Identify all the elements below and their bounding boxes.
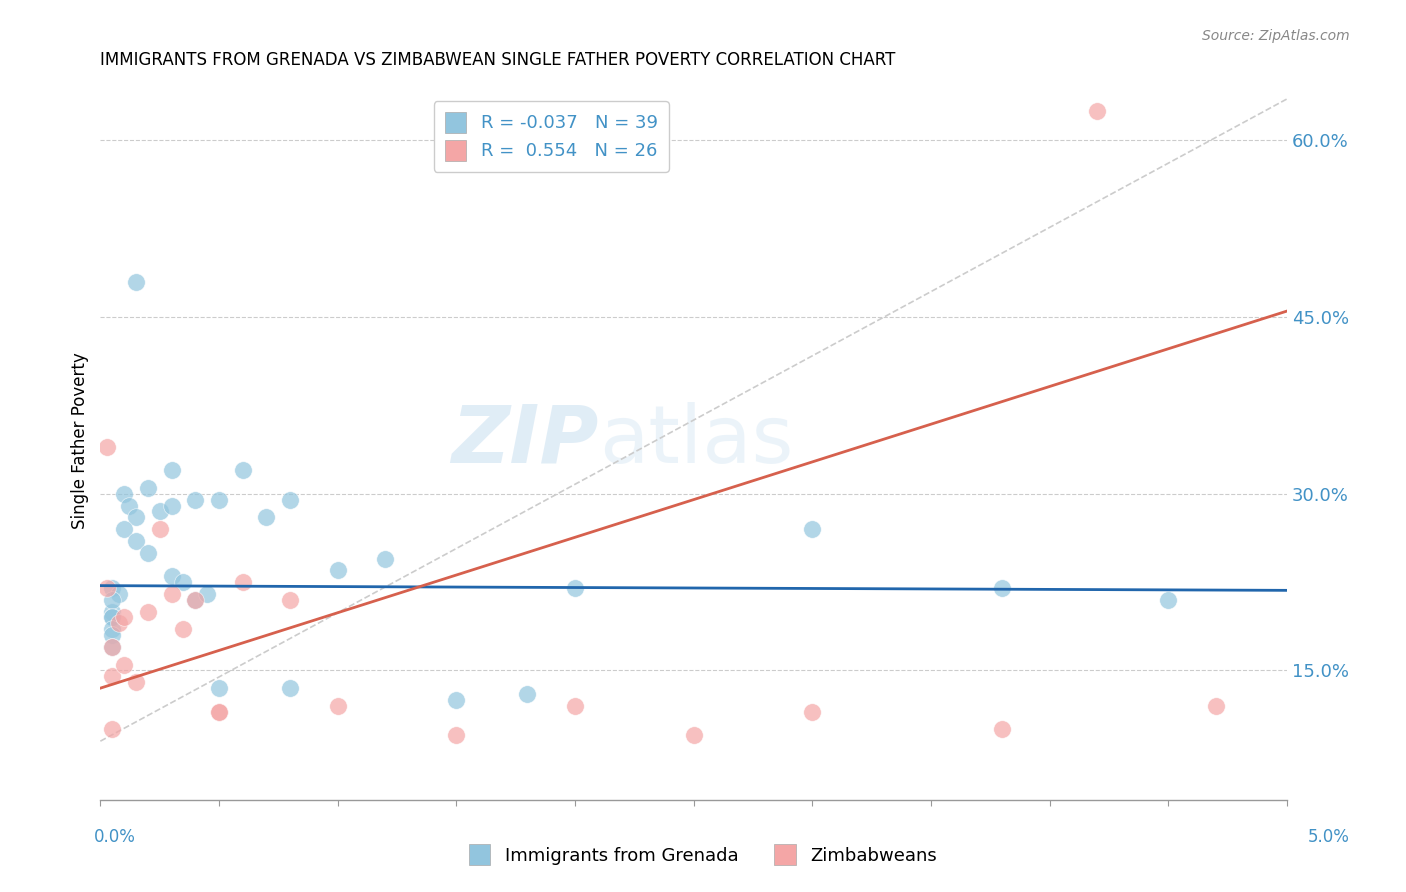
Point xyxy=(160,499,183,513)
Text: ZIP: ZIP xyxy=(451,401,599,480)
Point xyxy=(172,575,194,590)
Point xyxy=(101,628,124,642)
Text: 0.0%: 0.0% xyxy=(94,828,136,846)
Point xyxy=(1205,698,1227,713)
Point xyxy=(682,728,704,742)
Point xyxy=(101,640,124,654)
Point xyxy=(446,693,468,707)
Point xyxy=(112,610,135,624)
Point xyxy=(160,569,183,583)
Point xyxy=(172,622,194,636)
Point xyxy=(136,605,159,619)
Point xyxy=(208,705,231,719)
Point xyxy=(232,575,254,590)
Y-axis label: Single Father Poverty: Single Father Poverty xyxy=(72,352,89,529)
Point xyxy=(125,275,148,289)
Legend: Immigrants from Grenada, Zimbabweans: Immigrants from Grenada, Zimbabweans xyxy=(461,837,945,872)
Point xyxy=(184,592,207,607)
Point xyxy=(564,698,586,713)
Point xyxy=(160,587,183,601)
Text: IMMIGRANTS FROM GRENADA VS ZIMBABWEAN SINGLE FATHER POVERTY CORRELATION CHART: IMMIGRANTS FROM GRENADA VS ZIMBABWEAN SI… xyxy=(100,51,896,69)
Point xyxy=(374,551,396,566)
Point xyxy=(991,581,1014,595)
Point xyxy=(118,499,141,513)
Point xyxy=(208,492,231,507)
Point xyxy=(160,463,183,477)
Point xyxy=(232,463,254,477)
Point xyxy=(112,657,135,672)
Text: Source: ZipAtlas.com: Source: ZipAtlas.com xyxy=(1202,29,1350,43)
Point xyxy=(564,581,586,595)
Point xyxy=(278,592,301,607)
Point xyxy=(112,487,135,501)
Point xyxy=(149,522,172,536)
Text: 5.0%: 5.0% xyxy=(1308,828,1350,846)
Point xyxy=(516,687,538,701)
Point xyxy=(101,592,124,607)
Point xyxy=(101,610,124,624)
Point xyxy=(101,622,124,636)
Point xyxy=(112,522,135,536)
Point xyxy=(108,587,131,601)
Point xyxy=(1157,592,1180,607)
Point xyxy=(801,705,824,719)
Point xyxy=(278,492,301,507)
Point xyxy=(101,640,124,654)
Point xyxy=(446,728,468,742)
Point xyxy=(278,681,301,695)
Point xyxy=(149,504,172,518)
Point xyxy=(1085,103,1108,118)
Text: atlas: atlas xyxy=(599,401,793,480)
Point xyxy=(991,723,1014,737)
Point xyxy=(125,675,148,690)
Point xyxy=(101,610,124,624)
Point xyxy=(326,698,349,713)
Point xyxy=(184,592,207,607)
Point xyxy=(208,681,231,695)
Point xyxy=(96,440,118,454)
Legend: R = -0.037   N = 39, R =  0.554   N = 26: R = -0.037 N = 39, R = 0.554 N = 26 xyxy=(434,101,669,172)
Point xyxy=(195,587,218,601)
Point xyxy=(101,669,124,683)
Point xyxy=(326,563,349,577)
Point xyxy=(256,510,278,524)
Point xyxy=(184,492,207,507)
Point xyxy=(801,522,824,536)
Point xyxy=(136,546,159,560)
Point xyxy=(125,533,148,548)
Point xyxy=(136,481,159,495)
Point xyxy=(108,616,131,631)
Point xyxy=(96,581,118,595)
Point xyxy=(101,605,124,619)
Point xyxy=(208,705,231,719)
Point xyxy=(125,510,148,524)
Point xyxy=(101,581,124,595)
Point xyxy=(101,723,124,737)
